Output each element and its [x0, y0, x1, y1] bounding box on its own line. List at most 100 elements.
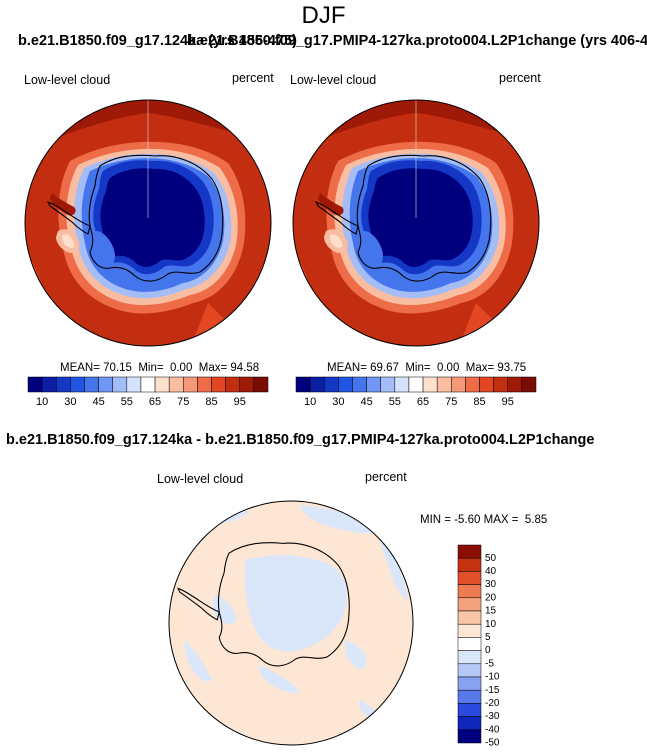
colorbar-tick-label: 15 [485, 606, 497, 617]
colorbar-tick-label: 10 [36, 396, 48, 408]
colorbar-tick-label: 30 [64, 396, 76, 408]
colorbar-swatch [126, 376, 142, 393]
colorbar-swatch [352, 376, 367, 393]
colorbar-swatch [253, 376, 269, 393]
colorbar-tick-label: 45 [92, 396, 104, 408]
colorbar-swatch [154, 376, 170, 393]
diff-min-value: -5.60 [454, 514, 481, 526]
colorbar-tick-label: -30 [485, 711, 500, 722]
colorbar-swatch [225, 376, 241, 393]
colorbar-tick-label: 85 [205, 396, 217, 408]
colorbar-swatch [27, 376, 43, 393]
colorbar-tick-label: -10 [485, 672, 500, 683]
left-units-label: percent [232, 71, 274, 85]
right-stats: MEAN= 69.67 Min= 0.00 Max= 93.75 [327, 362, 527, 374]
colorbar-tick-label: 65 [149, 396, 161, 408]
main-title: DJF [301, 2, 346, 29]
colorbar-swatch [140, 376, 156, 393]
colorbar-tick-label: -40 [485, 724, 500, 735]
colorbar-tick-label: 85 [473, 396, 485, 408]
colorbar-swatch [394, 376, 410, 393]
left-panel-title: b.e21.B1850.f09_g17.124ka (yrs 456-475) [18, 33, 297, 49]
colorbar-tick-label: 10 [485, 619, 497, 630]
colorbar-swatch [457, 610, 482, 625]
colorbar-swatch [338, 376, 353, 393]
colorbar-swatch [457, 544, 482, 559]
left-map [24, 99, 272, 347]
colorbar-swatch [493, 376, 509, 393]
colorbar-swatch [457, 703, 482, 717]
colorbar-swatch [55, 376, 71, 393]
right-min-value: 0.00 [436, 362, 460, 374]
colorbar-swatch [457, 650, 482, 665]
diff-panel-title: b.e21.B1850.f09_g17.124ka - b.e21.B1850.… [6, 432, 595, 448]
left-max-value: 94.58 [230, 362, 260, 374]
left-variable-label: Low-level cloud [24, 73, 111, 87]
colorbar-swatch [436, 376, 452, 393]
colorbar-swatch [457, 689, 482, 704]
colorbar-swatch [295, 376, 311, 393]
left-min-value: 0.00 [169, 362, 193, 374]
colorbar-tick-label: 40 [485, 566, 497, 577]
colorbar-swatch [98, 376, 113, 393]
colorbar-tick-label: 55 [389, 396, 401, 408]
left-mean-value: 70.15 [103, 362, 132, 374]
colorbar-swatch [422, 376, 438, 393]
colorbar-tick-label: 0 [485, 645, 491, 656]
colorbar-swatch [457, 729, 482, 744]
colorbar-left: 10 30 45 55 65 75 85 95 [27, 376, 269, 408]
colorbar-swatch [451, 376, 466, 393]
diff-map [168, 500, 414, 746]
right-mean-value: 69.67 [370, 362, 399, 374]
colorbar-tick-label: 10 [304, 396, 316, 408]
colorbar-swatch [507, 376, 523, 393]
colorbar-swatch [457, 676, 482, 691]
colorbar-swatch [465, 376, 480, 393]
colorbar-swatch [457, 597, 482, 612]
colorbar-tick-label: 5 [485, 632, 491, 643]
colorbar-swatch [521, 376, 537, 393]
colorbar-swatch [457, 637, 482, 651]
colorbar-tick-label: -50 [485, 738, 500, 749]
right-variable-label: Low-level cloud [290, 73, 377, 87]
colorbar-swatch [183, 376, 198, 393]
colorbar-swatch [168, 376, 184, 393]
right-map [292, 99, 540, 347]
colorbar-swatch [84, 376, 99, 393]
colorbar-swatch [457, 557, 482, 572]
colorbar-tick-label: 30 [485, 579, 497, 590]
right-units-label: percent [499, 71, 541, 85]
colorbar-swatch [380, 376, 396, 393]
right-panel-title: b.e21.B1850.f09_g17.PMIP4-127ka.proto004… [187, 33, 647, 49]
diff-minmax: MIN = -5.60 MAX = 5.85 [420, 514, 548, 526]
right-max-value: 93.75 [497, 362, 527, 374]
colorbar-swatch [479, 376, 494, 393]
colorbar-swatch [457, 584, 482, 599]
colorbar-tick-label: -20 [485, 698, 500, 709]
colorbar-swatch [366, 376, 381, 393]
colorbar-swatch [197, 376, 212, 393]
colorbar-tick-label: 55 [121, 396, 133, 408]
colorbar-swatch [309, 376, 325, 393]
colorbar-tick-label: 45 [360, 396, 372, 408]
colorbar-swatch [457, 663, 482, 678]
colorbar-swatch [70, 376, 85, 393]
colorbar-tick-label: -5 [485, 658, 494, 669]
colorbar-tick-label: 95 [502, 396, 514, 408]
colorbar-right: 10 30 45 55 65 75 85 95 [295, 376, 537, 408]
colorbar-swatch [41, 376, 57, 393]
diff-variable-label: Low-level cloud [157, 472, 244, 486]
colorbar-swatch [211, 376, 226, 393]
colorbar-swatch [112, 376, 128, 393]
colorbar-tick-label: -15 [485, 685, 500, 696]
diff-max-value: 5.85 [524, 514, 548, 526]
colorbar-tick-label: 75 [177, 396, 189, 408]
colorbar-tick-label: 20 [485, 592, 497, 603]
colorbar-swatch [239, 376, 255, 393]
colorbar-tick-label: 75 [445, 396, 457, 408]
colorbar-swatch [457, 571, 482, 585]
colorbar-tick-label: 65 [417, 396, 429, 408]
colorbar-swatch [457, 623, 482, 638]
